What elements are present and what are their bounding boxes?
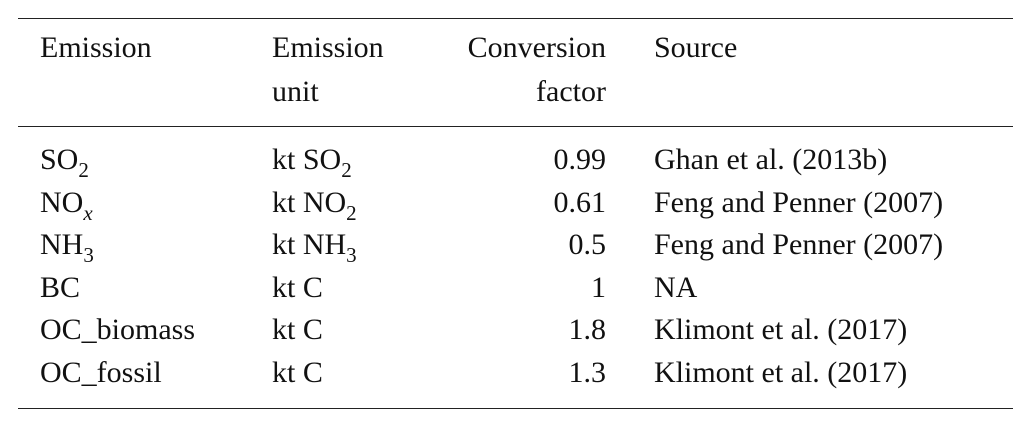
factor-cell: 0.99 (553, 143, 607, 176)
factor-cell: 1 (591, 270, 606, 304)
header-cell: Emission (40, 31, 152, 64)
emission-cell-subscript: x (83, 200, 93, 225)
unit-cell-text: kt NH (272, 228, 347, 261)
unit-cell-text: kt C (272, 355, 323, 389)
source-cell: Feng and Penner (2007) (654, 228, 944, 261)
emission-cell: OC_fossil (40, 351, 162, 395)
emission-cell-text: NO (40, 185, 84, 219)
emission-cell: SO2 (40, 138, 89, 184)
unit-cell: kt C (272, 308, 323, 352)
unit-cell: kt NH3 (272, 223, 357, 269)
unit-cell-text: kt NO (272, 185, 347, 219)
mid-rule (18, 126, 1013, 127)
emission-cell: NOx (40, 181, 93, 227)
emission-cell-text: NH (40, 228, 84, 261)
source-cell: Ghan et al. (2013b) (654, 143, 888, 176)
emission-cell-text: SO (40, 143, 79, 176)
unit-cell: kt NO2 (272, 181, 357, 227)
emission-cell-text: OC_biomass (40, 313, 196, 346)
emission-cell: OC_biomass (40, 308, 195, 352)
unit-cell-text: kt C (272, 270, 323, 304)
source-cell: Klimont et al. (2017) (654, 313, 908, 346)
emission-cell-text: BC (40, 270, 81, 304)
unit-cell-text: kt SO (272, 143, 342, 176)
emission-cell-subscript: 3 (83, 243, 94, 267)
bottom-rule (18, 408, 1013, 409)
header-cell: Source (654, 31, 738, 64)
emission-cell: NH3 (40, 223, 94, 269)
unit-cell-subscript: 2 (346, 200, 357, 225)
source-cell: Klimont et al. (2017) (654, 355, 908, 389)
unit-cell-text: kt C (272, 313, 323, 346)
header-cell: Emission unit (272, 31, 384, 108)
top-rule (18, 18, 1013, 19)
unit-cell: kt C (272, 266, 323, 310)
unit-cell: kt C (272, 351, 323, 395)
unit-cell-subscript: 3 (346, 243, 357, 267)
emission-cell: BC (40, 266, 80, 310)
emission-cell-text: OC_fossil (40, 355, 162, 389)
factor-cell: 0.61 (553, 185, 607, 219)
factor-cell: 1.3 (568, 355, 607, 389)
header-cell: Conversion factor (467, 31, 606, 108)
factor-cell: 1.8 (568, 313, 607, 346)
emission-cell-subscript: 2 (78, 158, 89, 182)
unit-cell-subscript: 2 (341, 158, 352, 182)
source-cell: Feng and Penner (2007) (654, 185, 944, 219)
factor-cell: 0.5 (568, 228, 607, 261)
source-cell: NA (654, 270, 698, 304)
unit-cell: kt SO2 (272, 138, 352, 184)
